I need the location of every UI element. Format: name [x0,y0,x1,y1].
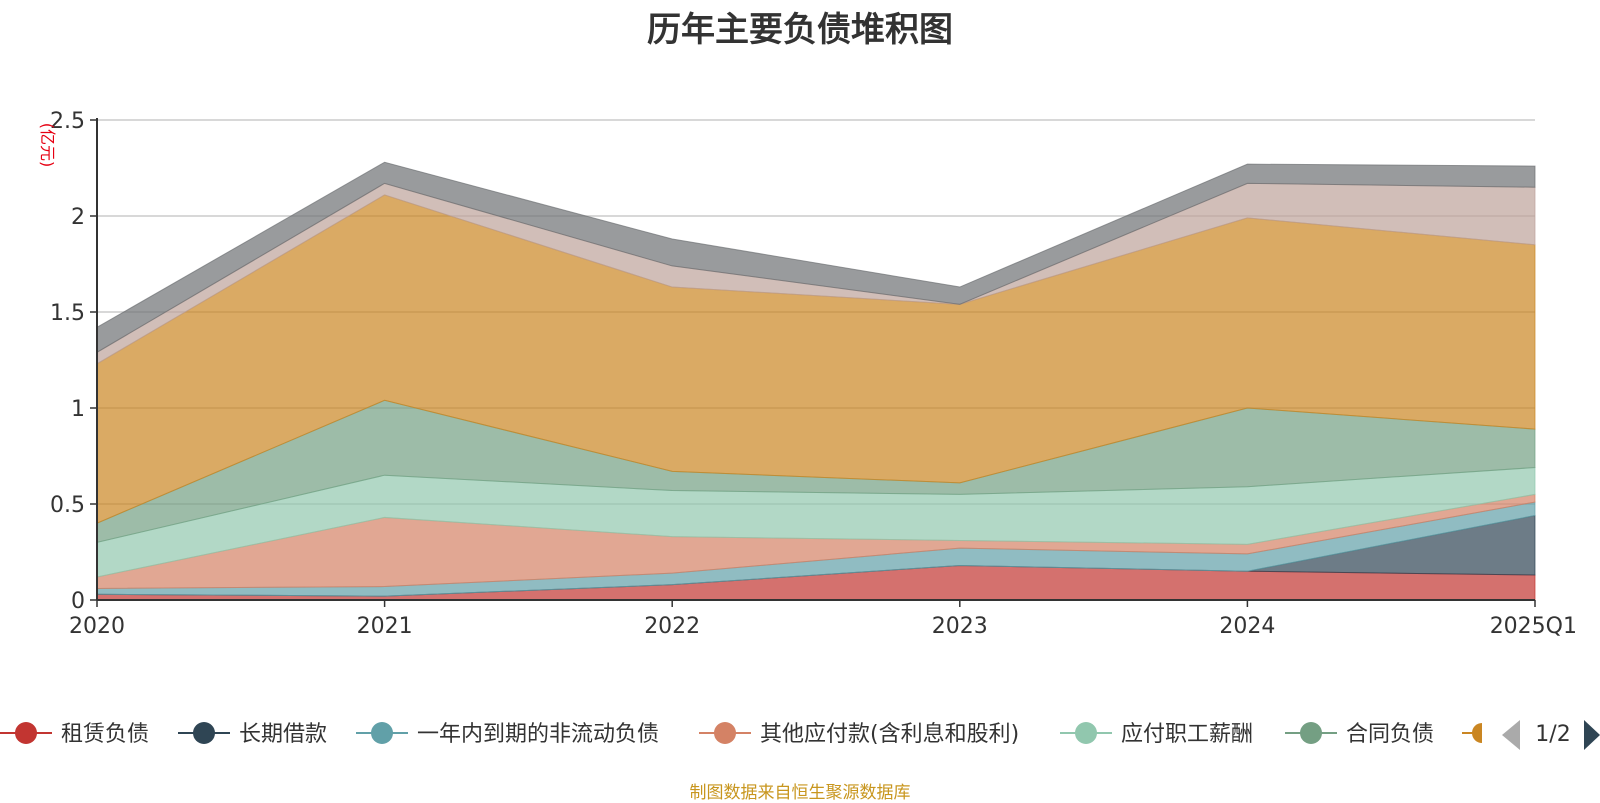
legend-marker [1472,723,1482,743]
y-tick-label: 2 [71,205,85,230]
x-tick-label: 2020 [69,614,125,639]
legend-marker [1300,722,1322,744]
x-tick-label: 2025Q1 [1490,614,1577,639]
x-tick-label: 2023 [932,614,988,639]
legend-next-page-icon[interactable] [1584,720,1600,750]
legend-item-1[interactable]: 租赁负债 [0,722,149,747]
y-axis-unit-label: (亿元) [38,123,57,168]
legend: 租赁负债 长期借款 一年内到期的非流动负债 其他应付款(含利息和股利) 应付职工薪酬 合同… [0,720,1600,750]
legend-item-2[interactable]: 长期借款 [178,722,327,747]
y-tick-label: 0 [71,589,85,614]
legend-page-indicator: 1/2 [1535,722,1570,747]
legend-marker [193,722,215,744]
legend-marker [1075,722,1097,744]
y-tick-label: 1 [71,397,85,422]
x-tick-label: 2021 [357,614,413,639]
legend-item-3[interactable]: 一年内到期的非流动负债 [356,722,659,747]
legend-item-6[interactable]: 合同负债 [1285,722,1434,747]
y-tick-label: 0.5 [50,493,85,518]
legend-marker [371,722,393,744]
chart-title: 历年主要负债堆积图 [647,10,953,50]
legend-label: 合同负债 [1346,722,1434,747]
legend-item-7-partial[interactable] [1462,723,1482,743]
legend-prev-page-icon[interactable] [1502,720,1520,750]
legend-marker [714,722,736,744]
legend-marker [15,722,37,744]
legend-label: 其他应付款(含利息和股利) [760,722,1019,747]
x-tick-label: 2024 [1219,614,1275,639]
area-series-9 [96,161,1536,354]
legend-label: 长期借款 [239,722,327,747]
axes: 0 0.5 1 1.5 2 2.5 2020 2021 2022 2023 2024 2025Q1 [50,109,1577,639]
source-note: 制图数据来自恒生聚源数据库 [689,783,911,803]
x-tick-label: 2022 [644,614,700,639]
y-tick-label: 2.5 [50,109,85,134]
legend-label: 租赁负债 [61,722,149,747]
area-series-layer [96,161,1536,601]
legend-item-4[interactable]: 其他应付款(含利息和股利) [699,722,1019,747]
legend-item-5[interactable]: 应付职工薪酬 [1060,722,1253,747]
legend-label: 一年内到期的非流动负债 [417,722,659,747]
y-tick-label: 1.5 [50,301,85,326]
legend-label: 应付职工薪酬 [1121,722,1253,747]
